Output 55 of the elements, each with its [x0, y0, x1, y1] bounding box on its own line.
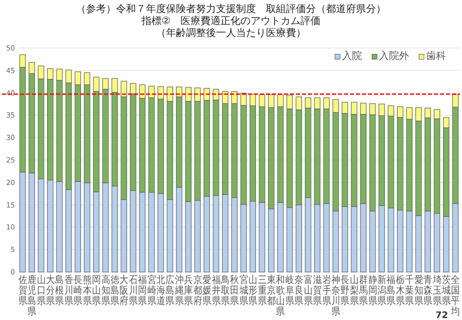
x-tick-label: 長野県 — [340, 274, 350, 308]
x-tick-label: 鹿児島県 — [28, 274, 36, 318]
x-tick-label: 宮崎県 — [147, 274, 156, 308]
legend-label: 歯科 — [426, 50, 446, 62]
x-tick-label: 佐賀県 — [18, 274, 27, 308]
x-tick-label: 広島県 — [166, 274, 174, 308]
x-tick-label: 山形県 — [248, 274, 258, 308]
x-tick-label: 千葉県 — [405, 274, 414, 308]
x-tick-label: 福井県 — [212, 274, 220, 308]
x-tick-label: 秋田県 — [230, 274, 239, 308]
x-tick-label: 山梨県 — [350, 274, 358, 308]
x-tick-label: 群馬県 — [358, 274, 368, 308]
x-tick-label: 静岡県 — [368, 274, 377, 308]
chart-subtitle: 指標② 医療費適正化のアウトカム評価 — [140, 15, 320, 27]
text: （年齢調整後一人当たり医療費） — [156, 27, 306, 39]
x-tick-label: 新潟県 — [378, 274, 386, 308]
x-tick-label: 山口県 — [36, 274, 46, 308]
x-tick-label: 岡山県 — [92, 274, 100, 308]
x-tick-label: 三重県 — [258, 274, 266, 308]
x-tick-label: 北海道 — [156, 274, 165, 308]
x-tick-label: 沖縄県 — [174, 274, 184, 308]
x-tick-label: 愛知県 — [414, 274, 423, 308]
x-tick-label: 福岡県 — [138, 274, 147, 308]
x-tick-label: 香川県 — [64, 274, 73, 308]
x-tick-label: 兵庫県 — [184, 274, 193, 308]
x-tick-label: 福島県 — [386, 274, 396, 308]
chart-title: （参考）令和７年度保険者努力支援制度 取組評価分（都道府県分） — [76, 3, 386, 15]
x-tick-label: 埼玉県 — [432, 274, 442, 308]
x-tick-label: 島根県 — [55, 274, 64, 308]
x-tick-label: 長崎県 — [74, 274, 82, 308]
x-tick-label: 青森県 — [424, 274, 432, 308]
x-tick-label: 岩手県 — [322, 274, 331, 308]
x-tick-label: 高知県 — [101, 274, 110, 308]
x-tick-label: 宮城県 — [238, 274, 248, 308]
x-tick-label: 栃木県 — [396, 274, 404, 308]
x-tick-label: 神奈川県 — [331, 274, 340, 318]
x-tick-label: 全国平均 — [450, 274, 460, 318]
x-tick-label: 熊本県 — [82, 274, 92, 308]
text: 72 — [435, 311, 448, 320]
x-tick-label: 大阪府 — [120, 274, 128, 308]
legend-label: 入院 — [342, 50, 362, 62]
x-tick-label: 滋賀県 — [313, 274, 322, 308]
x-tick-label: 鳥取県 — [220, 274, 230, 308]
x-tick-label: 和歌山県 — [276, 274, 285, 318]
x-tick-label: 京都府 — [193, 274, 202, 308]
x-tick-label: 富山県 — [304, 274, 312, 308]
x-tick-label: 奈良県 — [294, 274, 304, 308]
legend-label: 入院外 — [379, 50, 409, 62]
x-tick-label: 石川県 — [128, 274, 138, 308]
x-tick-label: 徳島県 — [110, 274, 119, 308]
x-tick-label: 愛媛県 — [202, 274, 211, 308]
x-tick-label: 東京都 — [267, 274, 276, 308]
x-tick-label: 岐阜県 — [285, 274, 294, 308]
x-tick-label: 茨城県 — [441, 274, 450, 308]
x-tick-label: 大分県 — [46, 274, 54, 308]
